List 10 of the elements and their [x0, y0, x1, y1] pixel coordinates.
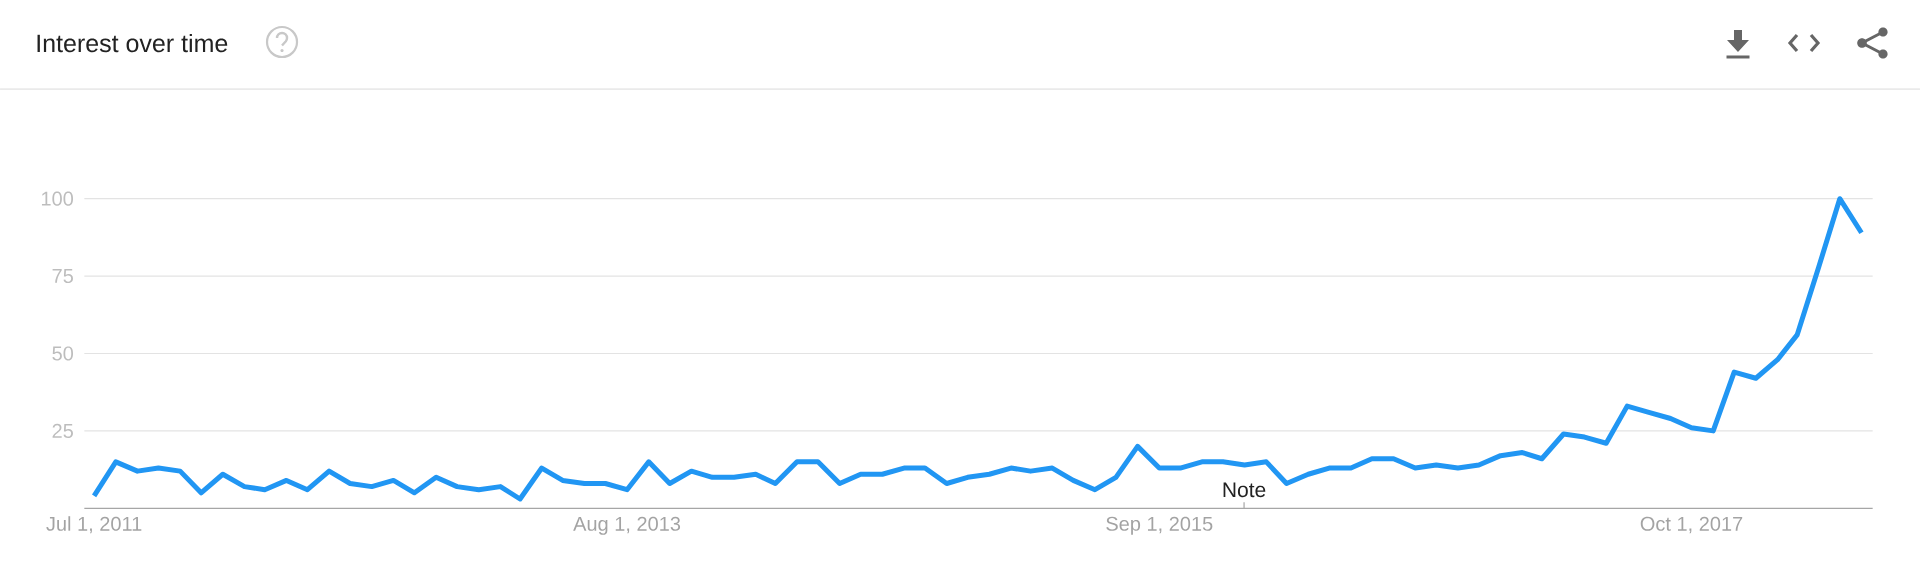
y-tick-label: 100	[41, 191, 74, 206]
y-tick-label: 75	[52, 269, 73, 284]
x-tick-label: Aug 1, 2013	[573, 516, 681, 535]
y-tick-label: 50	[52, 346, 74, 361]
x-tick-label: Oct 1, 2017	[1640, 516, 1743, 534]
y-tick-label: 25	[52, 423, 73, 438]
chart-title: Interest over time	[37, 33, 228, 53]
annotation: Note	[1223, 482, 1266, 498]
x-tick-label: Jul 1, 2011	[46, 516, 142, 534]
x-tick-label: Sep 1, 2015	[1106, 516, 1213, 535]
